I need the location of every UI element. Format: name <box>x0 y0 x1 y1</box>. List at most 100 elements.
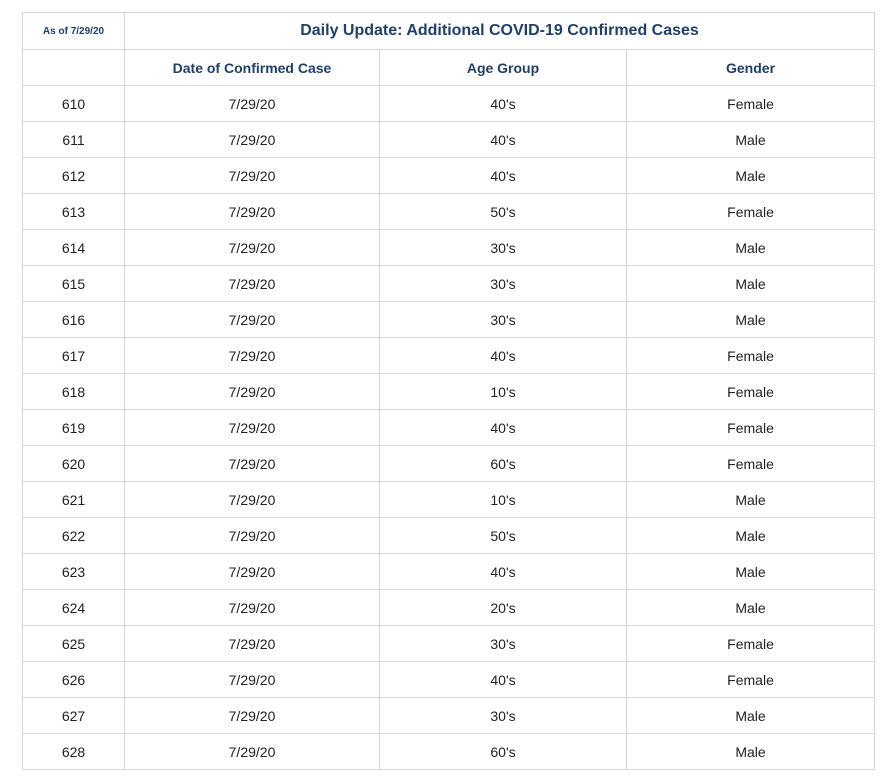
case-age-group: 40's <box>379 337 627 374</box>
case-age-group: 50's <box>379 517 627 554</box>
case-number: 626 <box>22 661 125 698</box>
case-age-group: 60's <box>379 445 627 482</box>
case-gender: Female <box>625 337 876 374</box>
table-row: 613 7/29/20 50's Female <box>22 193 876 230</box>
case-gender: Male <box>625 517 876 554</box>
table-row: 617 7/29/20 40's Female <box>22 337 876 374</box>
case-date: 7/29/20 <box>124 301 380 338</box>
case-date: 7/29/20 <box>124 589 380 626</box>
case-gender: Male <box>625 229 876 266</box>
case-gender: Male <box>625 697 876 734</box>
table-row: 612 7/29/20 40's Male <box>22 157 876 194</box>
table-row: 627 7/29/20 30's Male <box>22 697 876 734</box>
case-gender: Female <box>625 409 876 446</box>
table-row: 628 7/29/20 60's Male <box>22 733 876 770</box>
case-age-group: 30's <box>379 697 627 734</box>
case-number: 627 <box>22 697 125 734</box>
case-age-group: 40's <box>379 85 627 122</box>
column-header-age-group: Age Group <box>379 49 627 86</box>
column-header-gender: Gender <box>625 49 876 86</box>
case-number: 628 <box>22 733 125 770</box>
case-number: 617 <box>22 337 125 374</box>
table-row: 610 7/29/20 40's Female <box>22 85 876 122</box>
case-number: 624 <box>22 589 125 626</box>
case-age-group: 40's <box>379 121 627 158</box>
case-age-group: 40's <box>379 553 627 590</box>
case-date: 7/29/20 <box>124 121 380 158</box>
case-gender: Female <box>625 85 876 122</box>
column-header-row: Date of Confirmed Case Age Group Gender <box>22 49 876 86</box>
case-number: 611 <box>22 121 125 158</box>
case-date: 7/29/20 <box>124 85 380 122</box>
case-date: 7/29/20 <box>124 661 380 698</box>
case-date: 7/29/20 <box>124 373 380 410</box>
case-gender: Female <box>625 661 876 698</box>
case-date: 7/29/20 <box>124 625 380 662</box>
case-age-group: 10's <box>379 481 627 518</box>
case-date: 7/29/20 <box>124 733 380 770</box>
case-gender: Male <box>625 265 876 302</box>
case-gender: Male <box>625 121 876 158</box>
case-age-group: 30's <box>379 265 627 302</box>
table-row: 614 7/29/20 30's Male <box>22 229 876 266</box>
case-age-group: 30's <box>379 625 627 662</box>
table-row: 623 7/29/20 40's Male <box>22 553 876 590</box>
case-gender: Male <box>625 589 876 626</box>
case-date: 7/29/20 <box>124 265 380 302</box>
case-date: 7/29/20 <box>124 409 380 446</box>
case-date: 7/29/20 <box>124 445 380 482</box>
table-row: 620 7/29/20 60's Female <box>22 445 876 482</box>
table-row: 615 7/29/20 30's Male <box>22 265 876 302</box>
case-date: 7/29/20 <box>124 697 380 734</box>
table-row: 626 7/29/20 40's Female <box>22 661 876 698</box>
table-row: 611 7/29/20 40's Male <box>22 121 876 158</box>
case-age-group: 50's <box>379 193 627 230</box>
case-age-group: 30's <box>379 301 627 338</box>
cases-table-container: As of 7/29/20 Daily Update: Additional C… <box>22 12 876 770</box>
case-number: 622 <box>22 517 125 554</box>
case-age-group: 20's <box>379 589 627 626</box>
case-number: 620 <box>22 445 125 482</box>
case-gender: Male <box>625 733 876 770</box>
case-date: 7/29/20 <box>124 229 380 266</box>
column-header-id <box>22 49 125 86</box>
case-date: 7/29/20 <box>124 193 380 230</box>
case-number: 612 <box>22 157 125 194</box>
case-age-group: 60's <box>379 733 627 770</box>
as-of-date: As of 7/29/20 <box>22 12 125 50</box>
case-gender: Male <box>625 157 876 194</box>
case-date: 7/29/20 <box>124 157 380 194</box>
case-gender: Male <box>625 481 876 518</box>
case-gender: Female <box>625 625 876 662</box>
case-number: 619 <box>22 409 125 446</box>
case-number: 614 <box>22 229 125 266</box>
covid-cases-table: As of 7/29/20 Daily Update: Additional C… <box>22 12 876 770</box>
case-number: 610 <box>22 85 125 122</box>
case-date: 7/29/20 <box>124 553 380 590</box>
column-header-date: Date of Confirmed Case <box>124 49 380 86</box>
case-date: 7/29/20 <box>124 337 380 374</box>
case-number: 623 <box>22 553 125 590</box>
case-age-group: 30's <box>379 229 627 266</box>
case-age-group: 40's <box>379 157 627 194</box>
table-row: 618 7/29/20 10's Female <box>22 373 876 410</box>
case-number: 621 <box>22 481 125 518</box>
table-row: 625 7/29/20 30's Female <box>22 625 876 662</box>
case-number: 616 <box>22 301 125 338</box>
case-number: 618 <box>22 373 125 410</box>
case-age-group: 40's <box>379 409 627 446</box>
case-gender: Female <box>625 373 876 410</box>
case-number: 613 <box>22 193 125 230</box>
table-row: 622 7/29/20 50's Male <box>22 517 876 554</box>
case-gender: Female <box>625 445 876 482</box>
case-date: 7/29/20 <box>124 481 380 518</box>
table-row: 616 7/29/20 30's Male <box>22 301 876 338</box>
case-age-group: 10's <box>379 373 627 410</box>
case-age-group: 40's <box>379 661 627 698</box>
case-date: 7/29/20 <box>124 517 380 554</box>
case-gender: Male <box>625 553 876 590</box>
case-gender: Female <box>625 193 876 230</box>
table-body: 610 7/29/20 40's Female 611 7/29/20 40's Male … <box>22 85 876 770</box>
case-number: 615 <box>22 265 125 302</box>
title-row: As of 7/29/20 Daily Update: Additional C… <box>22 12 876 50</box>
